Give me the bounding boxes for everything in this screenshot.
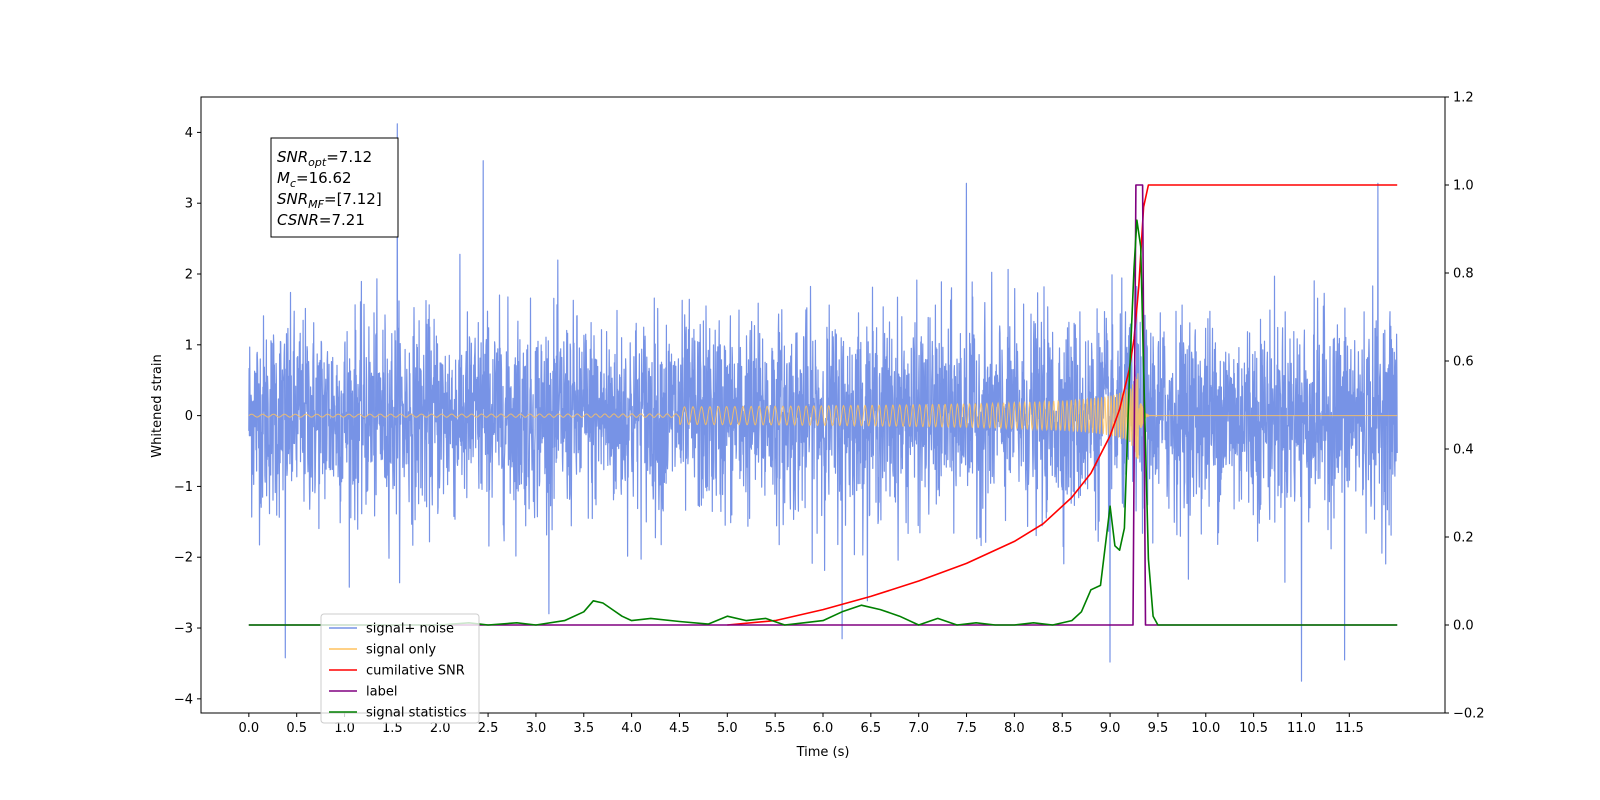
- y-right-tick-label: 0.0: [1453, 619, 1474, 634]
- y-right-tick-label: −0.2: [1453, 707, 1485, 722]
- x-tick-label: 1.5: [382, 721, 403, 736]
- y-left-tick-label: −4: [174, 692, 193, 707]
- x-tick-label: 4.5: [669, 721, 690, 736]
- y-right-tick-label: 0.6: [1453, 355, 1474, 370]
- y-left-tick-label: −2: [174, 551, 193, 566]
- x-tick-label: 3.0: [526, 721, 547, 736]
- y-left-tick-label: −3: [174, 622, 193, 637]
- series-line-cumilative-snr: [727, 184, 1398, 626]
- x-tick-label: 11.0: [1287, 721, 1316, 736]
- x-tick-label: 0.5: [286, 721, 307, 736]
- x-tick-label: 6.5: [861, 721, 882, 736]
- x-axis-label: Time (s): [796, 745, 850, 760]
- y-left-tick-label: 1: [185, 338, 193, 353]
- info-line: CSNR=7.21: [277, 211, 365, 229]
- x-tick-label: 2.5: [478, 721, 499, 736]
- x-tick-label: 1.0: [334, 721, 355, 736]
- x-tick-label: 6.0: [813, 721, 834, 736]
- x-tick-label: 3.5: [573, 721, 594, 736]
- legend-frame: [320, 613, 480, 724]
- x-tick-label: 10.0: [1191, 721, 1220, 736]
- y-right-tick-label: 1.2: [1453, 91, 1474, 106]
- legend-label: signal only: [366, 643, 436, 658]
- x-tick-label: 11.5: [1335, 721, 1364, 736]
- info-line: Mc=16.62: [277, 169, 352, 190]
- legend-label: cumilative SNR: [366, 664, 465, 679]
- x-tick-label: 7.5: [956, 721, 977, 736]
- legend-label: label: [366, 685, 397, 700]
- legend-label: signal+ noise: [366, 622, 454, 637]
- x-tick-label: 2.0: [430, 721, 451, 736]
- y-right-tick-label: 1.0: [1453, 179, 1474, 194]
- x-tick-label: 7.0: [908, 721, 929, 736]
- legend-label: signal statistics: [366, 706, 467, 721]
- y-right-tick-label: 0.4: [1453, 443, 1474, 458]
- y-axis-left: 4 3 2 1 0 −1 −2 −3 −4: [174, 126, 201, 707]
- legend: signal+ noise signal only cumilative SNR la…: [320, 613, 480, 724]
- y-right-tick-label: 0.2: [1453, 531, 1474, 546]
- y-axis-right: 1.2 1.0 0.8 0.6 0.4 0.2 0.0 −0.2: [1445, 91, 1485, 722]
- series-line-signal-only: [248, 373, 1398, 459]
- x-axis: 0.0 0.5 1.0 1.5 2.0 2.5 3.0 3.5 4.0 4.5 5.0 5.5 6.0 6…: [239, 713, 1364, 736]
- series-line-signal-noise: [248, 123, 1398, 682]
- y-left-tick-label: 2: [185, 268, 193, 283]
- x-tick-label: 8.0: [1004, 721, 1025, 736]
- info-box-frame: [270, 137, 399, 238]
- x-tick-label: 0.0: [239, 721, 260, 736]
- y-axis-label: Whitened strain: [150, 354, 165, 457]
- series-line-signal-statistics: [248, 219, 1398, 626]
- y-left-tick-label: −1: [174, 480, 193, 495]
- y-left-tick-label: 0: [185, 409, 193, 424]
- x-tick-label: 5.0: [717, 721, 738, 736]
- y-left-tick-label: 4: [185, 126, 193, 141]
- x-tick-label: 5.5: [765, 721, 786, 736]
- x-tick-label: 9.5: [1148, 721, 1169, 736]
- y-left-tick-label: 3: [185, 197, 193, 212]
- x-tick-label: 10.5: [1239, 721, 1268, 736]
- series-layer: [248, 123, 1398, 682]
- x-tick-label: 4.0: [621, 721, 642, 736]
- y-right-tick-label: 0.8: [1453, 267, 1474, 282]
- info-line: SNRopt=7.12: [277, 148, 372, 169]
- x-tick-label: 9.0: [1100, 721, 1121, 736]
- info-line: SNRMF=[7.12]: [277, 190, 382, 211]
- x-tick-label: 8.5: [1052, 721, 1073, 736]
